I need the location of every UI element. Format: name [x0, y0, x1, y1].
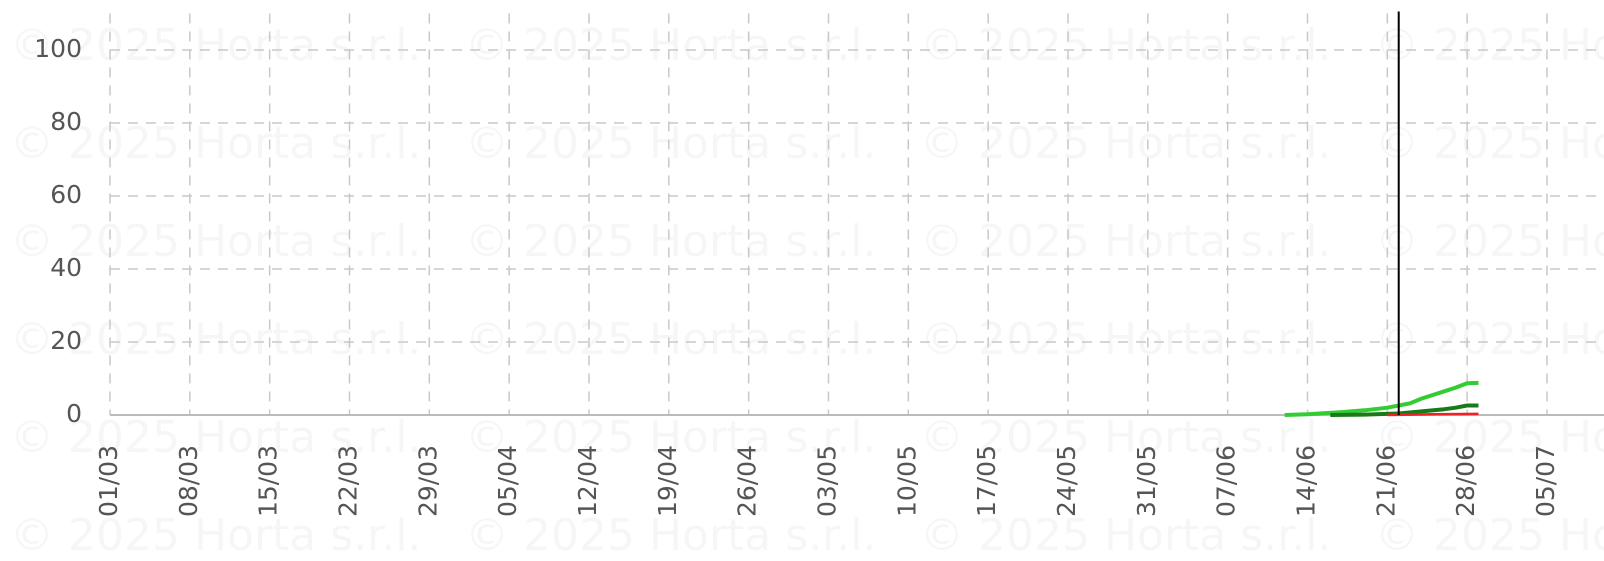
watermark: © 2025 Horta s.r.l.	[1375, 118, 1604, 169]
watermark: © 2025 Horta s.r.l.	[1375, 216, 1604, 267]
watermark: © 2025 Horta s.r.l.	[1375, 20, 1604, 71]
x-tick-label: 24/05	[1052, 445, 1081, 517]
y-tick-label: 40	[50, 253, 82, 282]
x-tick-label: 17/05	[972, 445, 1001, 517]
y-tick-label: 0	[66, 399, 82, 428]
series-line	[1330, 403, 1479, 417]
watermark: © 2025 Horta s.r.l.	[465, 216, 876, 267]
series-line	[1387, 412, 1479, 417]
x-tick-label: 05/07	[1531, 445, 1560, 517]
y-tick-label: 60	[50, 180, 82, 209]
x-tick-label: 07/06	[1212, 445, 1241, 517]
x-tick-label: 26/04	[733, 445, 762, 517]
watermark: © 2025 Horta s.r.l.	[920, 216, 1331, 267]
watermark: © 2025 Horta s.r.l.	[465, 20, 876, 71]
x-tick-label: 28/06	[1451, 445, 1480, 517]
watermark: © 2025 Horta s.r.l.	[920, 20, 1331, 71]
series-line	[1284, 380, 1479, 417]
x-tick-label: 29/03	[413, 445, 442, 517]
y-tick-label: 100	[34, 34, 82, 63]
watermark: © 2025 Horta s.r.l.	[465, 118, 876, 169]
watermark: © 2025 Horta s.r.l.	[1375, 510, 1604, 561]
x-tick-label: 14/06	[1291, 445, 1320, 517]
y-tick-label: 20	[50, 326, 82, 355]
x-tick-label: 12/04	[573, 445, 602, 517]
x-tick-label: 15/03	[254, 445, 283, 517]
x-tick-label: 03/05	[812, 445, 841, 517]
watermark: © 2025 Horta s.r.l.	[1375, 412, 1604, 463]
watermark: © 2025 Horta s.r.l.	[1375, 314, 1604, 365]
watermark: © 2025 Horta s.r.l.	[920, 314, 1331, 365]
watermark: © 2025 Horta s.r.l.	[920, 118, 1331, 169]
x-tick-label: 01/03	[94, 445, 123, 517]
x-tick-label: 22/03	[333, 445, 362, 517]
x-tick-label: 19/04	[653, 445, 682, 517]
x-tick-label: 08/03	[174, 445, 203, 517]
x-tick-label: 10/05	[892, 445, 921, 517]
x-tick-label: 31/05	[1132, 445, 1161, 517]
x-tick-label: 21/06	[1371, 445, 1400, 517]
x-tick-label: 05/04	[493, 445, 522, 517]
watermark: © 2025 Horta s.r.l.	[465, 314, 876, 365]
y-tick-label: 80	[50, 107, 82, 136]
